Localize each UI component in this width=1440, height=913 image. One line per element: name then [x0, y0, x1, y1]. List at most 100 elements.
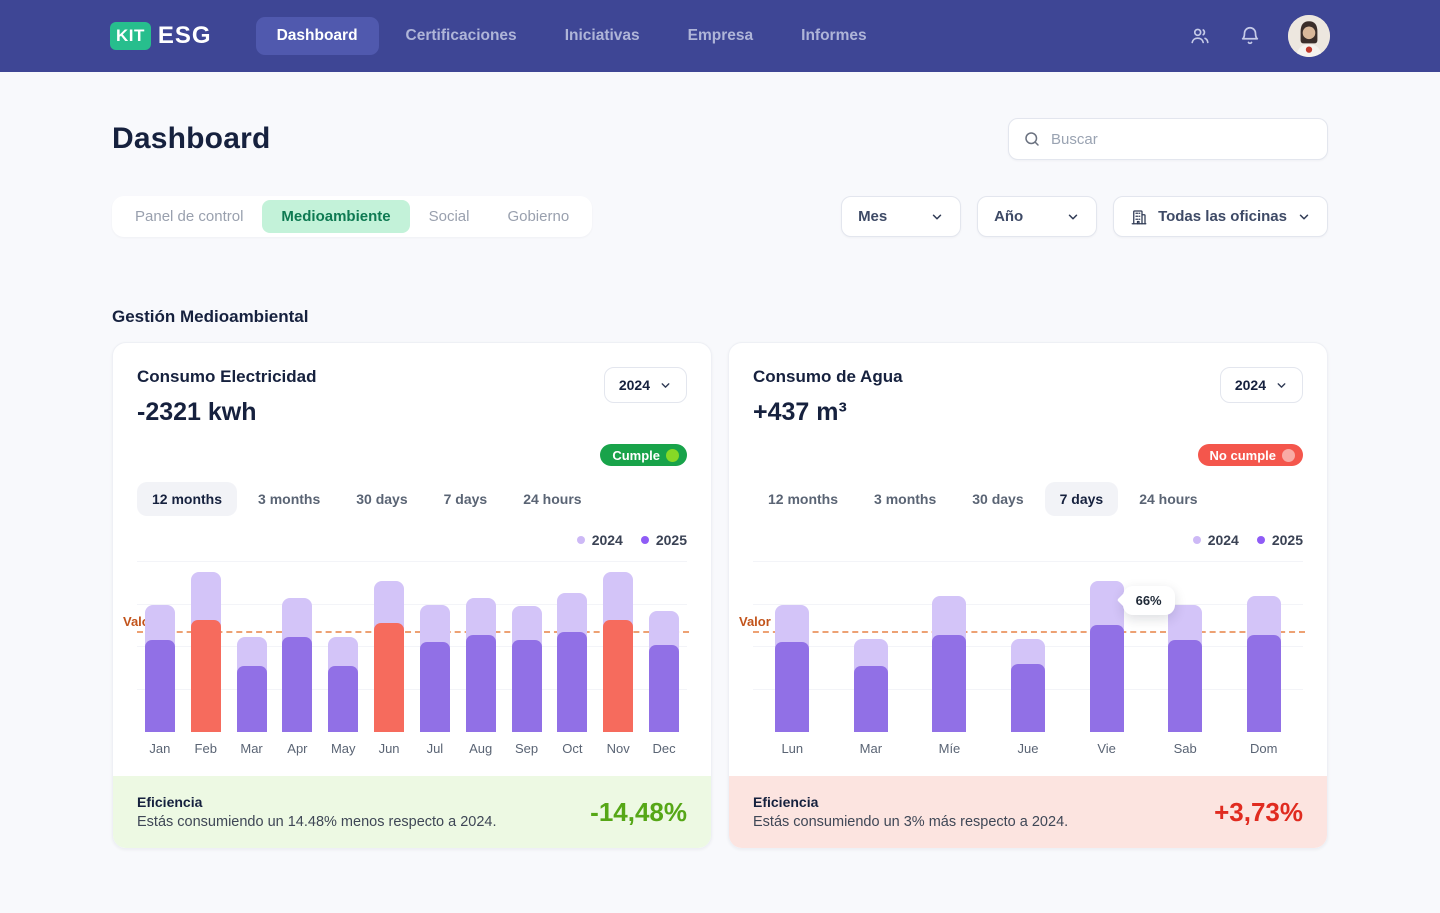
x-axis-labels: Lun Mar Míe Jue Vie Sab Dom [753, 741, 1303, 756]
bar-2025 [236, 665, 267, 732]
range-tab-7-days[interactable]: 7 days [443, 491, 488, 507]
nav-item-dashboard[interactable]: Dashboard [255, 17, 379, 55]
bar-group-feb[interactable] [183, 562, 229, 732]
range-tab-12-months[interactable]: 12 months [768, 491, 839, 507]
x-label-jue: Jue [1017, 741, 1039, 756]
status-badge-label: Cumple [612, 447, 660, 463]
nav-item-informes[interactable]: Informes [801, 27, 867, 44]
chart-plot: Valor 66% [739, 561, 1305, 732]
x-axis-labels: Jan Feb Mar Apr May Jun Jul Aug Sep Oct Nov Dec [137, 741, 687, 756]
status-badge-label: No cumple [1209, 447, 1276, 463]
bar-2025 [853, 665, 888, 732]
bar-2025 [603, 619, 634, 732]
range-tab-24-hours[interactable]: 24 hours [1139, 491, 1198, 507]
card-title: Consumo de Agua [753, 367, 903, 386]
bar-group-mar[interactable] [229, 562, 275, 732]
bell-icon[interactable] [1238, 24, 1262, 48]
range-tabs: 12 months 3 months 30 days 7 days 24 hours [113, 482, 711, 516]
x-label-jan: Jan [149, 741, 171, 756]
tab-gobierno[interactable]: Gobierno [507, 208, 570, 225]
chart-tooltip: 66% [1122, 585, 1175, 615]
header-row: Dashboard [112, 118, 1328, 160]
logo-esg-text: ESG [157, 22, 212, 49]
bar-2025 [649, 645, 680, 732]
bar-group-aug[interactable] [458, 562, 504, 732]
range-tab-30-days[interactable]: 30 days [356, 491, 408, 507]
nav-item-certificaciones[interactable]: Certificaciones [405, 27, 517, 44]
bar-2025 [374, 623, 405, 732]
range-tab-3-months[interactable]: 3 months [874, 491, 937, 507]
topbar-actions [1188, 15, 1330, 57]
bars: 66% [753, 562, 1303, 732]
bar-group-mar[interactable] [832, 562, 911, 732]
bar-2025 [419, 641, 450, 732]
tab-panel-de-control[interactable]: Panel de control [135, 208, 244, 225]
bar-group-dom[interactable] [1224, 562, 1303, 732]
search-input[interactable] [1051, 130, 1313, 148]
range-tab-3-months[interactable]: 3 months [258, 491, 321, 507]
app-logo[interactable]: KIT ESG [110, 22, 212, 50]
gridline [753, 561, 1303, 562]
bar-group-sab[interactable] [1146, 562, 1225, 732]
user-avatar[interactable] [1288, 15, 1330, 57]
dropdown-an-o[interactable]: Año [977, 196, 1098, 237]
x-label-nov: Nov [606, 741, 630, 756]
x-label-sab: Sab [1173, 741, 1197, 756]
threshold-label: Valor [739, 614, 771, 630]
year-select-value: 2024 [1234, 377, 1266, 393]
status-badge-no-cumple: No cumple [1197, 444, 1303, 466]
bar-chart: Valor 66% Lun Mar Míe Jue Vie Sab Dom [729, 561, 1327, 756]
chart-legend: 2024 2025 [113, 532, 711, 548]
bar-group-nov[interactable] [595, 562, 641, 732]
bar-group-dec[interactable] [641, 562, 687, 732]
footer-texts: Eficiencia Estás consumiendo un 3% más re… [753, 794, 1068, 830]
bar-group-jue[interactable] [989, 562, 1068, 732]
main-content: Dashboard Panel de control Medioambiente S… [0, 118, 1440, 849]
tab-social[interactable]: Social [428, 208, 470, 225]
legend-dot [576, 536, 585, 544]
bar-group-lun[interactable] [753, 562, 832, 732]
x-label-dec: Dec [652, 741, 676, 756]
bar-group-jun[interactable] [366, 562, 412, 732]
threshold-line [137, 631, 689, 634]
year-select[interactable]: 2024 [1219, 367, 1303, 403]
tab-medioambiente[interactable]: Medioambiente [262, 200, 410, 233]
top-navigation-bar: KIT ESG Dashboard Certificaciones Iniciati… [0, 0, 1440, 72]
dropdown-label: Año [994, 208, 1024, 225]
category-tabs: Panel de control Medioambiente Social Gobie… [112, 196, 593, 237]
page-title: Dashboard [112, 122, 271, 155]
dropdown-todas-las-oficinas[interactable]: Todas las oficinas [1113, 196, 1328, 237]
x-label-sep: Sep [514, 741, 539, 756]
range-tab-7-days[interactable]: 7 days [1044, 482, 1119, 516]
x-label-vie: Vie [1097, 741, 1116, 756]
status-dot [666, 448, 679, 462]
range-tab-30-days[interactable]: 30 days [972, 491, 1024, 507]
dropdown-mes[interactable]: Mes [841, 196, 962, 237]
bar-group-vie[interactable]: 66% [1067, 562, 1175, 732]
section-title: Gestión Medioambiental [112, 307, 309, 326]
nav-item-empresa[interactable]: Empresa [687, 27, 754, 44]
footer-description: Estás consumiendo un 3% más respecto a 2… [753, 814, 1069, 830]
nav-items: Dashboard Certificaciones Iniciativas Empre… [255, 17, 888, 55]
bar-group-apr[interactable] [274, 562, 320, 732]
bar-group-may[interactable] [320, 562, 366, 732]
year-select[interactable]: 2024 [603, 367, 687, 403]
footer-description: Estás consumiendo un 14.48% menos respec… [137, 814, 497, 830]
range-tab-12-months[interactable]: 12 months [137, 482, 238, 516]
bar-2025 [1168, 640, 1203, 732]
range-tab-24-hours[interactable]: 24 hours [523, 491, 582, 507]
bar-group-jul[interactable] [412, 562, 458, 732]
bar-group-jan[interactable] [137, 562, 183, 732]
nav-item-iniciativas[interactable]: Iniciativas [564, 27, 640, 44]
users-icon[interactable] [1188, 24, 1212, 48]
gridline [137, 688, 687, 690]
bar-group-sep[interactable] [504, 562, 550, 732]
bar-group-oct[interactable] [549, 562, 595, 732]
bar-2025 [511, 640, 542, 732]
bar-2025 [557, 631, 588, 732]
bar-group-mi-e[interactable] [910, 562, 989, 732]
legend-item-2025: 2025 [640, 532, 687, 548]
bar-2025 [190, 619, 221, 732]
x-label-feb: Feb [194, 741, 217, 756]
range-tabs: 12 months 3 months 30 days 7 days 24 hours [729, 482, 1327, 516]
